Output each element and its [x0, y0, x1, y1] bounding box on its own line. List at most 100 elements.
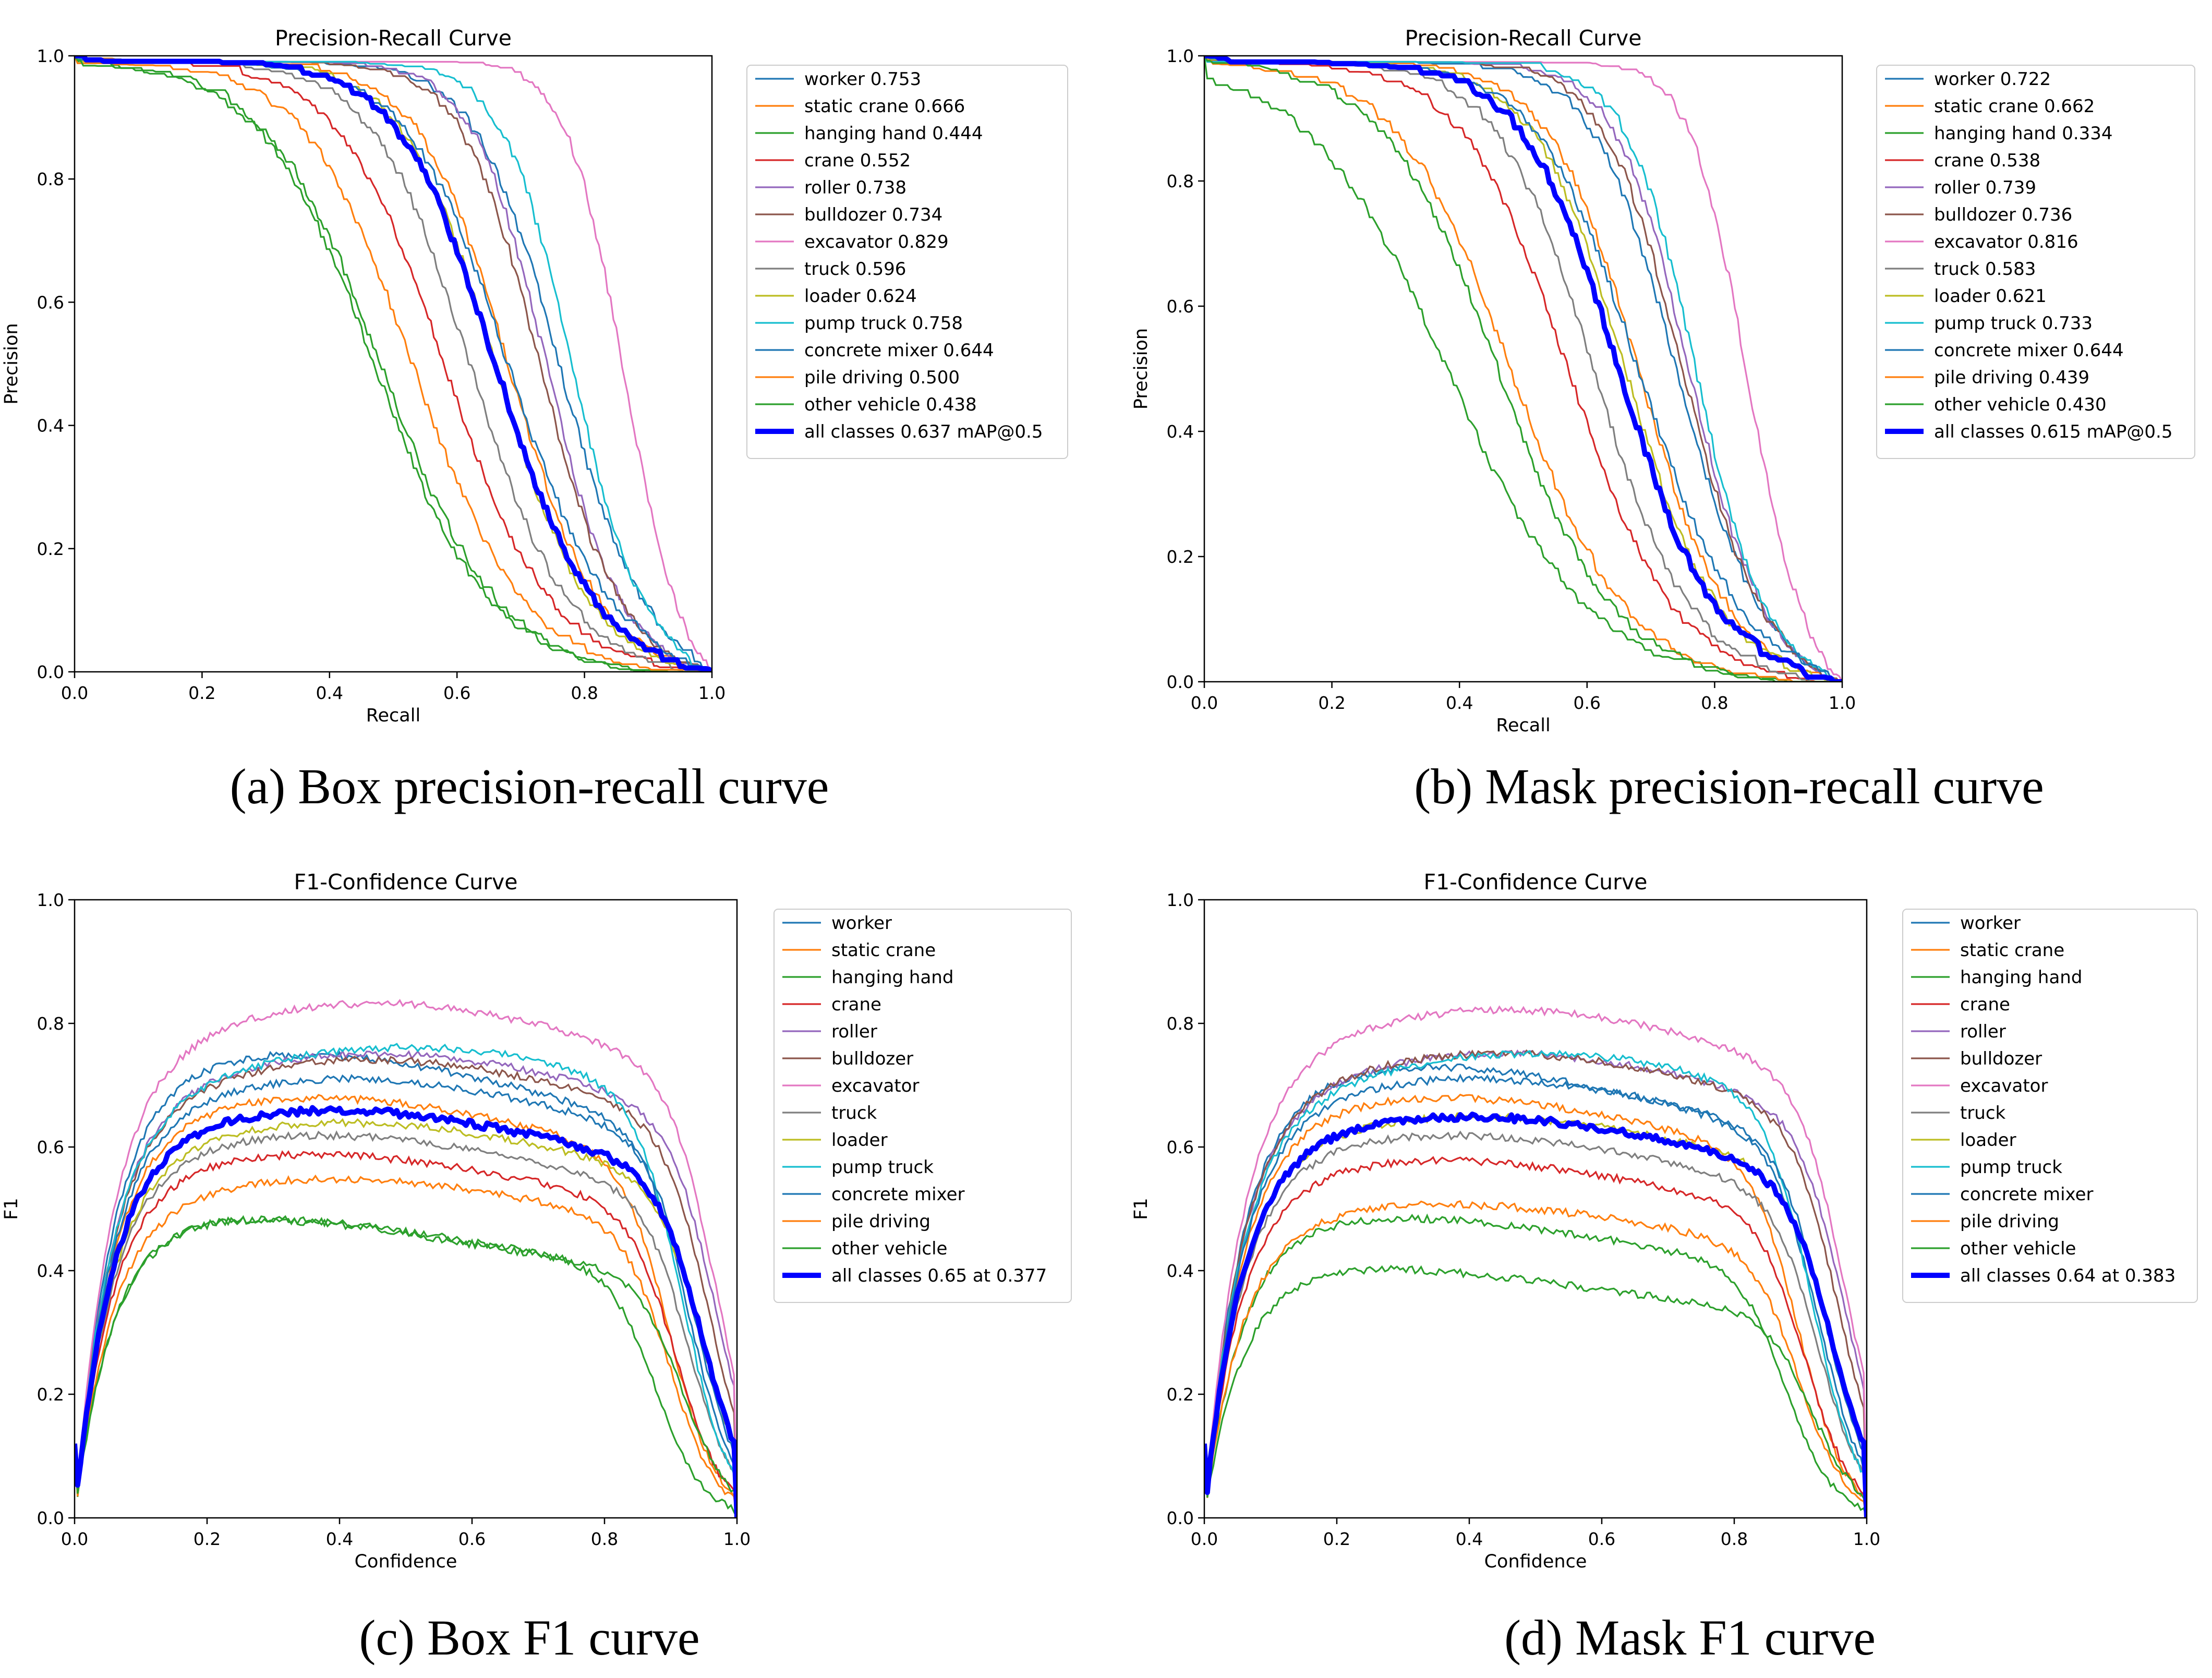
series-line-truck: [1204, 1130, 1867, 1518]
series-line-truck: [75, 1130, 737, 1518]
x-tick-label: 0.8: [571, 683, 598, 703]
legend-label: bulldozer: [831, 1048, 913, 1069]
legend-label: concrete mixer: [831, 1184, 965, 1205]
y-tick-label: 0.0: [1167, 1508, 1194, 1528]
legend-label: truck 0.583: [1934, 259, 2036, 280]
legend-label: static crane 0.662: [1934, 96, 2095, 117]
y-tick-label: 0.8: [1167, 1013, 1194, 1034]
y-tick-label: 0.6: [37, 1137, 64, 1157]
x-axis-label: Recall: [1496, 715, 1550, 736]
chart-c: F1-Confidence Curve 0.0 0.2 0.4 0.6 0.8 1.0 0.0…: [1, 870, 1072, 1665]
legend-label: truck: [1960, 1103, 2006, 1124]
x-tick-label: 0.4: [316, 683, 343, 703]
y-tick-label: 0.6: [1167, 1137, 1194, 1157]
series-line-all-classes: [1204, 1112, 1867, 1518]
legend-label: bulldozer 0.736: [1934, 204, 2072, 225]
legend-label: static crane: [1960, 940, 2064, 961]
series-line-pump-truck: [75, 1043, 737, 1518]
legend-box: [1902, 909, 2198, 1303]
y-axis-label: F1: [1131, 1198, 1152, 1220]
legend-label: worker 0.753: [804, 69, 921, 90]
x-tick-label: 0.8: [1701, 693, 1728, 713]
chart-d: F1-Confidence Curve 0.0 0.2 0.4 0.6 0.8 1.0 0.0…: [1131, 870, 2198, 1665]
series-line-pile-driving: [75, 56, 712, 672]
legend-box: [746, 65, 1068, 459]
legend-label: hanging hand 0.444: [804, 123, 983, 144]
legend-label: pump truck: [1960, 1157, 2062, 1178]
legend-label: bulldozer 0.734: [804, 204, 942, 225]
legend-label: truck: [831, 1103, 877, 1124]
x-tick-label: 1.0: [1853, 1529, 1880, 1549]
legend-box: [773, 909, 1072, 1303]
x-tick-label: 1.0: [723, 1529, 751, 1549]
chart-caption: (d) Mask F1 curve: [1504, 1610, 1876, 1665]
legend-label-all-classes: all classes 0.637 mAP@0.5: [804, 421, 1043, 442]
y-tick-label: 0.2: [1167, 547, 1194, 567]
plot-frame: [1203, 899, 1868, 1519]
series-line-all-classes: [75, 56, 712, 672]
x-axis-label: Confidence: [355, 1551, 457, 1572]
chart-caption: (b) Mask precision-recall curve: [1414, 758, 2044, 814]
series-line-concrete-mixer: [1204, 1073, 1867, 1518]
y-axis-label: Precision: [1, 323, 22, 404]
x-tick-label: 0.8: [591, 1529, 618, 1549]
legend-label: crane 0.552: [804, 150, 911, 171]
x-tick-label: 0.6: [443, 683, 470, 703]
legend-label: static crane: [831, 940, 936, 961]
legend-label-all-classes: all classes 0.615 mAP@0.5: [1934, 421, 2172, 442]
series-lines: [1204, 1005, 1867, 1518]
legend-label: loader 0.621: [1934, 286, 2047, 307]
y-tick-label: 1.0: [37, 890, 64, 910]
plot-frame: [1203, 55, 1843, 683]
y-axis-label: Precision: [1131, 328, 1152, 409]
y-tick-label: 0.2: [1167, 1384, 1194, 1405]
x-tick-label: 0.6: [1588, 1529, 1615, 1549]
x-tick-label: 0.0: [61, 683, 88, 703]
plot-frame: [74, 55, 713, 673]
legend-label-all-classes: all classes 0.65 at 0.377: [831, 1265, 1047, 1286]
series-line-excavator: [1204, 1005, 1867, 1518]
x-tick-label: 0.2: [1323, 1529, 1350, 1549]
y-tick-label: 0.2: [37, 1384, 64, 1405]
series-line-all-classes: [1204, 56, 1842, 682]
x-axis-label: Confidence: [1484, 1551, 1587, 1572]
y-tick-label: 1.0: [37, 46, 64, 66]
legend-label: hanging hand 0.334: [1934, 123, 2113, 144]
legend-label: crane: [831, 994, 881, 1015]
chart-caption: (a) Box precision-recall curve: [230, 758, 829, 814]
legend-label: worker: [831, 913, 892, 934]
y-tick-label: 0.4: [37, 1261, 64, 1281]
y-tick-label: 1.0: [1167, 46, 1194, 66]
x-tick-label: 0.0: [1191, 1529, 1218, 1549]
legend-label: excavator: [831, 1076, 919, 1096]
legend-label: loader: [1960, 1130, 2016, 1151]
legend-label: worker: [1960, 913, 2021, 934]
x-tick-label: 0.2: [194, 1529, 221, 1549]
legend-label: hanging hand: [1960, 967, 2082, 988]
y-tick-label: 0.8: [37, 169, 64, 189]
legend-label: pump truck: [831, 1157, 934, 1178]
series-line-crane: [1204, 1156, 1867, 1518]
chart-title: F1-Confidence Curve: [1424, 870, 1648, 895]
legend-label: pile driving: [1960, 1211, 2059, 1232]
legend-label: roller: [1960, 1021, 2006, 1042]
x-tick-label: 0.6: [1574, 693, 1601, 713]
x-tick-label: 1.0: [1829, 693, 1856, 713]
legend-label: concrete mixer 0.644: [1934, 340, 2124, 361]
legend-label: pump truck 0.733: [1934, 313, 2093, 334]
y-tick-label: 0.0: [37, 1508, 64, 1528]
series-line-crane: [1204, 56, 1842, 682]
legend-label: pump truck 0.758: [804, 313, 963, 334]
series-line-bulldozer: [75, 1055, 737, 1518]
legend-label: roller: [831, 1021, 877, 1042]
chart-a: Precision-Recall Curve 0.0 0.2 0.4 0.6 0.8 1.0…: [1, 26, 1068, 814]
series-line-worker: [75, 1050, 737, 1518]
series-line-hanging-hand: [1204, 56, 1842, 682]
series-line-hanging-hand: [1204, 1213, 1867, 1518]
y-tick-label: 0.2: [37, 539, 64, 559]
legend-label-all-classes: all classes 0.64 at 0.383: [1960, 1265, 2175, 1286]
series-line-loader: [75, 1118, 737, 1518]
y-tick-label: 0.0: [37, 662, 64, 682]
legend-label: other vehicle: [831, 1238, 947, 1259]
